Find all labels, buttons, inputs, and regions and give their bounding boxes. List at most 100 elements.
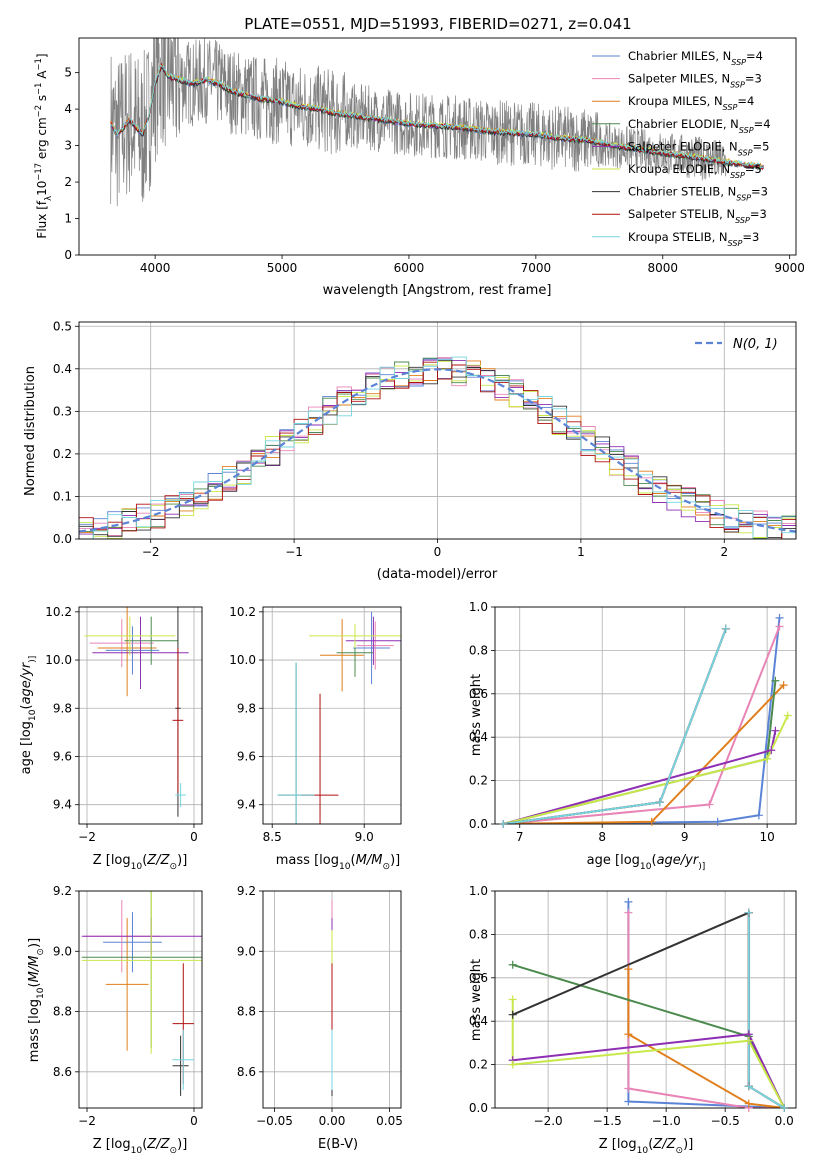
x-tick-label: −1.0 xyxy=(652,1114,681,1128)
y-axis-label: Flux [fλ10−17 erg cm−2 s−1 A−1] xyxy=(33,53,53,238)
y-tick-label: 9.8 xyxy=(237,701,256,715)
weight-marker xyxy=(624,908,633,917)
weight-marker xyxy=(775,613,784,622)
y-tick-label: 9.8 xyxy=(53,701,72,715)
axes-frame xyxy=(494,606,797,825)
y-tick-label: 0.0 xyxy=(53,532,72,546)
x-tick-label: 7 xyxy=(516,830,524,844)
y-tick-label: 9.2 xyxy=(53,884,72,898)
weight-marker xyxy=(780,1104,789,1112)
weight-line xyxy=(512,911,785,1108)
weight-line xyxy=(502,715,789,824)
y-tick-label: 0.2 xyxy=(53,447,72,461)
weight-marker xyxy=(783,711,792,720)
legend-label: Kroupa STELIB, NSSP=3 xyxy=(628,230,759,248)
panel-mass_vs_Z: −2 0 8.6 8.8 9.0 9.2 xyxy=(53,884,203,1128)
x-tick-label: 0 xyxy=(190,830,198,844)
y-tick-label: 0.3 xyxy=(53,404,72,418)
y-tick-label: 9.0 xyxy=(237,944,256,958)
panel-weight_vs_Z: −2.0 −1.5 −1.0 −0.5 0.0 0.0 0.2 0.4 0.6 0.8 1.0 xyxy=(469,884,797,1128)
plot-area-mass_vs_Z xyxy=(81,891,202,1096)
y-tick-label: 10.0 xyxy=(45,653,72,667)
x-tick-label: 1 xyxy=(577,545,585,559)
y-tick-label: 8.8 xyxy=(53,1005,72,1019)
weight-marker xyxy=(744,1036,753,1045)
y-tick-label: 1.0 xyxy=(469,600,488,614)
panel-weight_vs_age: 7 8 9 10 0.0 0.2 0.4 0.6 0.8 1.0 xyxy=(469,600,797,844)
weight-marker xyxy=(624,897,633,906)
y-tick-label: 3 xyxy=(64,139,72,153)
x-tick-label: 9.0 xyxy=(355,830,374,844)
figure-title: PLATE=0551, MJD=51993, FIBERID=0271, z=0… xyxy=(244,15,631,33)
y-tick-label: 10.0 xyxy=(229,653,256,667)
plot-area-residuals xyxy=(79,356,796,539)
y-axis-label: mass weight xyxy=(469,674,484,756)
x-axis-label: Z [log10(Z/Z⊙)] xyxy=(93,1137,188,1156)
x-tick-label: 7000 xyxy=(521,261,552,275)
weight-marker xyxy=(624,965,633,974)
legend-label: Kroupa ELODIE, NSSP=5 xyxy=(628,162,762,180)
y-tick-label: 0.4 xyxy=(53,362,72,376)
y-tick-label: 2 xyxy=(64,175,72,189)
weight-line xyxy=(511,999,786,1108)
y-tick-label: 1.0 xyxy=(469,884,488,898)
weight-marker xyxy=(647,817,656,826)
weight-line xyxy=(627,901,785,1108)
model-spectrum xyxy=(110,65,764,169)
weight-line xyxy=(512,963,786,1108)
normal-curve xyxy=(79,368,796,533)
x-tick-label: −1.5 xyxy=(593,1114,622,1128)
weight-marker xyxy=(655,798,664,807)
y-axis-label: mass weight xyxy=(469,959,484,1041)
weight-marker xyxy=(771,726,780,735)
x-tick-label: 0.05 xyxy=(376,1114,403,1128)
weight-marker xyxy=(775,622,784,631)
legend-label: Chabrier ELODIE, NSSP=4 xyxy=(628,117,771,135)
y-tick-label: 8.6 xyxy=(53,1065,72,1079)
y-tick-label: 9.4 xyxy=(237,798,256,812)
y-tick-label: 0.6 xyxy=(469,687,488,701)
y-tick-label: 10.2 xyxy=(45,605,72,619)
y-tick-label: 0.8 xyxy=(469,927,488,941)
axes-frame xyxy=(78,606,203,825)
x-axis-label: age [log10(age/yr)] xyxy=(587,853,706,872)
x-tick-label: 8 xyxy=(598,830,606,844)
legend-label: Salpeter MILES, NSSP=3 xyxy=(628,72,762,90)
weight-line xyxy=(512,1033,786,1108)
weight-marker xyxy=(763,754,772,763)
weight-line xyxy=(502,730,777,824)
x-tick-label: −0.05 xyxy=(256,1114,293,1128)
weight-line xyxy=(502,680,777,824)
weight-marker xyxy=(754,811,763,820)
y-axis-label: age [log10(age/yr)] xyxy=(19,656,38,775)
x-tick-label: −0.5 xyxy=(711,1114,740,1128)
y-tick-label: 0.0 xyxy=(469,817,488,831)
legend-label: Chabrier MILES, NSSP=4 xyxy=(628,49,763,67)
x-axis-label: (data-model)/error xyxy=(377,567,498,582)
weight-marker xyxy=(771,676,780,685)
x-tick-label: 8000 xyxy=(647,261,678,275)
y-tick-label: 0.4 xyxy=(469,730,488,744)
weight-marker xyxy=(705,800,714,809)
weight-line xyxy=(627,969,785,1108)
y-tick-label: 0.6 xyxy=(469,971,488,985)
x-tick-label: −2 xyxy=(142,545,160,559)
weight-line xyxy=(503,628,727,824)
x-tick-label: 9 xyxy=(681,830,689,844)
y-tick-label: 9.4 xyxy=(53,798,72,812)
legend-label: N(0, 1) xyxy=(733,337,778,352)
weight-line xyxy=(503,684,785,824)
weight-line xyxy=(747,912,785,1108)
legend-label: Kroupa MILES, NSSP=4 xyxy=(628,94,754,112)
weight-marker xyxy=(767,746,776,755)
y-tick-label: 9.2 xyxy=(237,884,256,898)
x-axis-label: mass [log10(M/M⊙)] xyxy=(276,853,400,872)
y-tick-label: 0.0 xyxy=(469,1101,488,1115)
weight-line xyxy=(503,628,727,824)
x-tick-label: 0.0 xyxy=(775,1114,794,1128)
weight-marker xyxy=(721,624,730,633)
x-tick-label: 4000 xyxy=(140,261,171,275)
panel-age_vs_mass: 8.5 9.0 9.4 9.6 9.8 10.0 10.2 xyxy=(229,605,402,844)
y-tick-label: 0.1 xyxy=(53,489,72,503)
weight-marker xyxy=(744,1099,753,1108)
